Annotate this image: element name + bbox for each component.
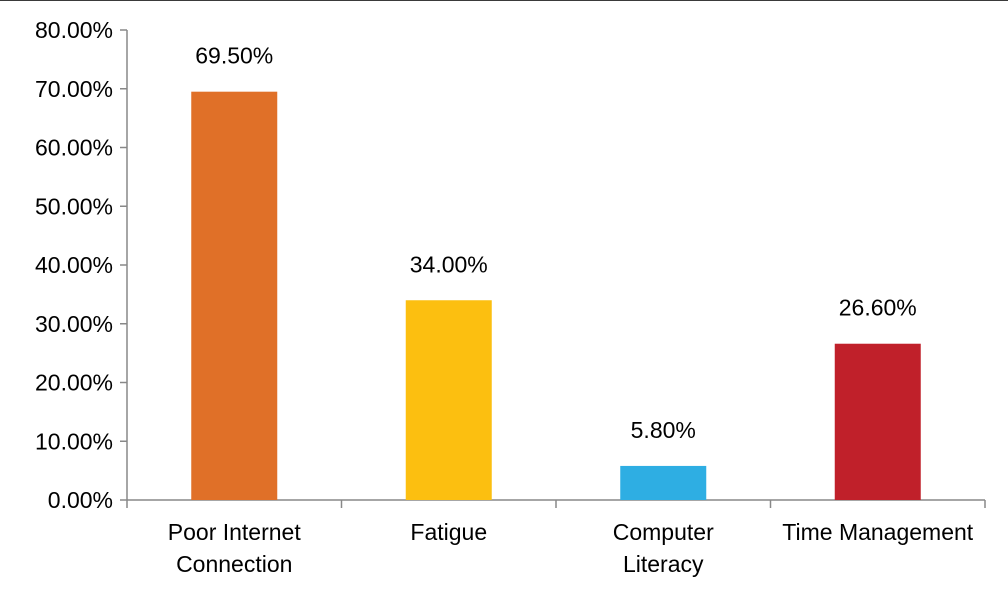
bar xyxy=(191,91,278,500)
y-tick-label: 0.00% xyxy=(48,487,113,513)
y-axis: 0.00% 10.00% 20.00% 30.00% 40.00% 50.00% 60.00… xyxy=(35,17,128,513)
x-tick-label-line: Fatigue xyxy=(410,519,487,545)
bars xyxy=(191,91,921,500)
y-tick-label: 30.00% xyxy=(35,311,113,337)
data-label: 26.60% xyxy=(839,295,917,321)
data-label: 34.00% xyxy=(410,251,488,277)
bar xyxy=(620,465,707,500)
y-tick-label: 80.00% xyxy=(35,17,113,43)
y-tick-label: 10.00% xyxy=(35,428,113,454)
y-tick-label: 70.00% xyxy=(35,76,113,102)
y-tick-label: 40.00% xyxy=(35,252,113,278)
y-tick-label: 50.00% xyxy=(35,193,113,219)
data-label: 69.50% xyxy=(195,43,273,69)
x-tick-label: Fatigue xyxy=(410,519,487,545)
x-tick-label: Time Management xyxy=(782,519,974,545)
data-labels: 69.50% 34.00% 5.80% 26.60% xyxy=(195,43,917,443)
x-tick-label: Computer Literacy xyxy=(613,519,714,577)
data-label: 5.80% xyxy=(631,417,696,443)
bar xyxy=(405,300,492,500)
bar xyxy=(834,343,921,500)
y-tick-label: 20.00% xyxy=(35,370,113,396)
x-axis: Poor Internet Connection Fatigue Computer Li… xyxy=(126,499,986,577)
x-tick-label-line: Connection xyxy=(176,551,292,577)
x-tick-label-line: Computer xyxy=(613,519,714,545)
top-border-line xyxy=(0,0,1008,1)
x-tick-label-line: Literacy xyxy=(623,551,704,577)
x-tick-label-line: Poor Internet xyxy=(168,519,302,545)
x-tick-label: Poor Internet Connection xyxy=(168,519,302,577)
x-tick-label-line: Time Management xyxy=(782,519,974,545)
y-tick-label: 60.00% xyxy=(35,135,113,161)
